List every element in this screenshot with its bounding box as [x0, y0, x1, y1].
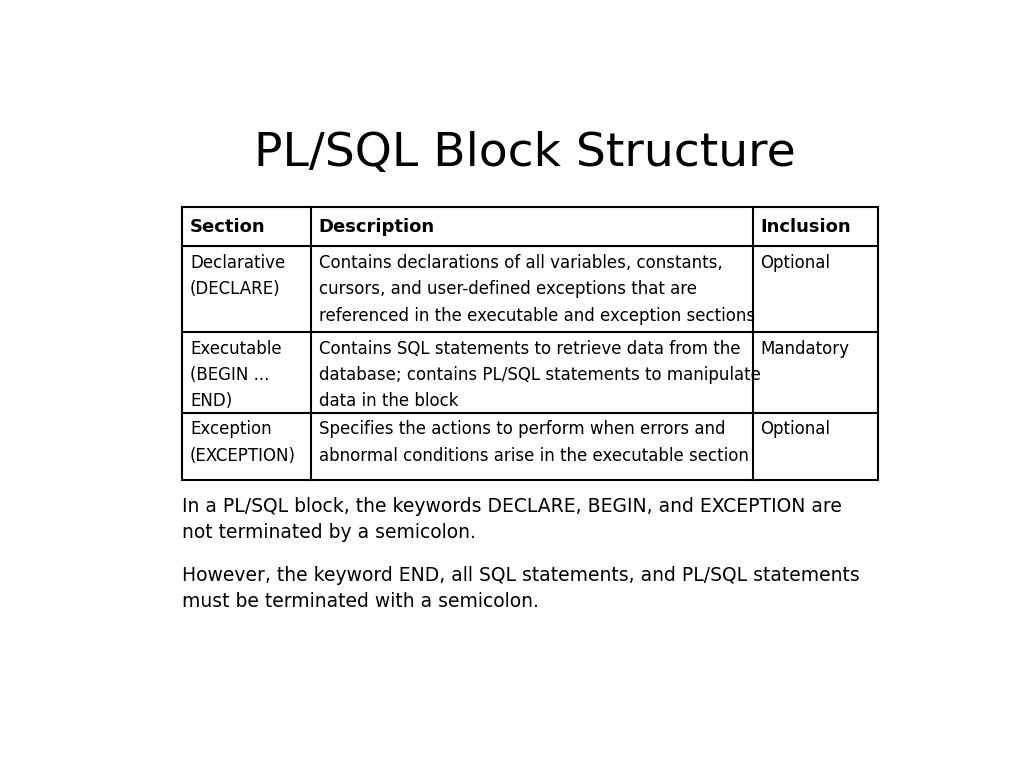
Text: Optional: Optional — [761, 254, 830, 272]
Text: Contains SQL statements to retrieve data from the
database; contains PL/SQL stat: Contains SQL statements to retrieve data… — [318, 339, 761, 410]
Text: Exception
(EXCEPTION): Exception (EXCEPTION) — [189, 420, 296, 465]
Text: Section: Section — [189, 218, 265, 236]
Text: Mandatory: Mandatory — [761, 339, 850, 358]
Text: Optional: Optional — [761, 420, 830, 439]
Text: Description: Description — [318, 218, 435, 236]
Text: Specifies the actions to perform when errors and
abnormal conditions arise in th: Specifies the actions to perform when er… — [318, 420, 749, 465]
Text: Contains declarations of all variables, constants,
cursors, and user-defined exc: Contains declarations of all variables, … — [318, 254, 755, 325]
Text: In a PL/SQL block, the keywords DECLARE, BEGIN, and EXCEPTION are: In a PL/SQL block, the keywords DECLARE,… — [182, 497, 842, 516]
Text: Inclusion: Inclusion — [761, 218, 851, 236]
Text: Declarative
(DECLARE): Declarative (DECLARE) — [189, 254, 285, 299]
Text: PL/SQL Block Structure: PL/SQL Block Structure — [254, 131, 796, 176]
Text: However, the keyword END, all SQL statements, and PL/SQL statements: However, the keyword END, all SQL statem… — [182, 566, 860, 585]
Text: not terminated by a semicolon.: not terminated by a semicolon. — [182, 523, 476, 542]
Text: must be terminated with a semicolon.: must be terminated with a semicolon. — [182, 592, 539, 611]
Text: Executable
(BEGIN ...
END): Executable (BEGIN ... END) — [189, 339, 282, 410]
Bar — [182, 207, 878, 479]
